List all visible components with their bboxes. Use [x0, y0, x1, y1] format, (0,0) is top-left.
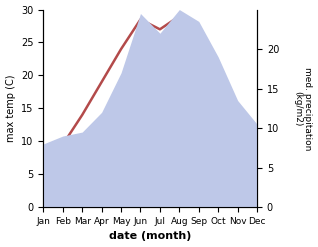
- Y-axis label: med. precipitation
(kg/m2): med. precipitation (kg/m2): [293, 67, 313, 150]
- Y-axis label: max temp (C): max temp (C): [5, 75, 16, 142]
- X-axis label: date (month): date (month): [109, 231, 191, 242]
